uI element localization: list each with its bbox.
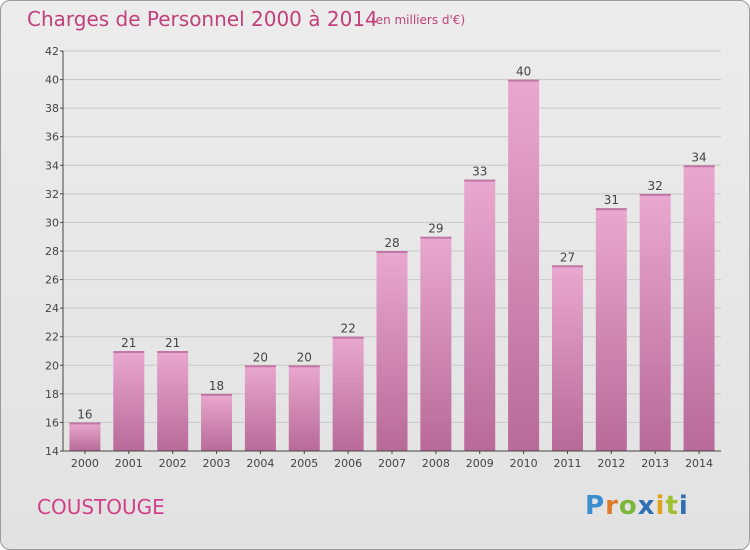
bar [464,179,496,452]
bar-top-edge [332,336,364,339]
chart-subtitle: (en milliers d'€) [371,13,466,27]
y-tick-label: 36 [45,131,59,144]
bar [551,265,583,451]
x-tick-label: 2003 [203,457,231,470]
data-label: 32 [648,179,663,193]
data-label: 40 [516,65,531,79]
y-tick-label: 40 [45,74,59,87]
logo-letter: x [637,491,656,521]
data-label: 27 [560,250,575,264]
x-tick-label: 2000 [71,457,99,470]
logo-letter: i [678,491,689,521]
x-tick-label: 2006 [334,457,362,470]
bar [595,208,627,451]
bar-top-edge [157,351,189,353]
bar [639,193,671,451]
axes [60,50,721,454]
logo-letter: t [665,491,679,521]
x-tick-label: 2001 [115,457,143,470]
bar-top-edge [508,79,540,82]
x-tick-label: 2013 [641,457,669,470]
proxiti-logo: Proxiti [585,491,689,521]
data-label: 22 [340,322,355,336]
data-label: 16 [77,407,92,421]
logo-letter: r [605,491,619,521]
x-tick-label: 2008 [422,457,450,470]
y-tick-label: 26 [45,274,59,287]
bar-top-edge [551,265,583,268]
bar-top-edge [639,193,671,196]
bar [420,236,452,451]
data-label: 20 [253,350,268,364]
bar-top-edge [244,365,276,368]
data-label: 18 [209,379,224,393]
y-tick-label: 32 [45,188,59,201]
commune-name: COUSTOUGE [37,495,165,519]
bar [69,422,101,451]
logo-letter: i [655,491,666,521]
bar-top-edge [288,365,320,368]
bar-top-edge [420,236,452,239]
data-label: 34 [691,150,706,164]
bar [683,165,715,452]
logo-letter: o [618,491,638,521]
bar-top-edge [595,208,627,211]
data-label: 21 [165,336,180,350]
x-tick-label: 2011 [553,457,581,470]
x-tick-label: 2010 [510,457,538,470]
x-tick-label: 2014 [685,457,713,470]
data-label: 29 [428,222,443,236]
bar [157,351,189,451]
bar [288,365,320,451]
bar [113,351,145,451]
x-tick-label: 2004 [246,457,274,470]
y-tick-label: 14 [45,445,59,458]
bar [508,79,540,452]
y-tick-label: 22 [45,331,59,344]
y-tick-label: 16 [45,416,59,429]
data-label: 31 [604,193,619,207]
bars [69,79,715,452]
bar [376,251,408,451]
y-tick-label: 24 [45,302,59,315]
bar [244,365,276,451]
data-label: 21 [121,336,136,350]
bar-top-edge [376,251,408,253]
y-tick-label: 18 [45,388,59,401]
x-tick-label: 2009 [466,457,494,470]
logo-letter: P [585,491,606,521]
data-label: 20 [297,350,312,364]
y-tick-label: 28 [45,245,59,258]
y-tick-label: 38 [45,102,59,115]
data-label: 28 [384,236,399,250]
data-label: 33 [472,165,487,179]
bar-top-edge [69,422,101,425]
bar-top-edge [683,165,715,168]
chart-title: Charges de Personnel 2000 à 2014 [27,7,378,31]
y-tick-label: 42 [45,45,59,58]
bar-top-edge [464,179,496,182]
y-tick-label: 34 [45,159,59,172]
bar [201,393,233,451]
bar-top-edge [113,351,145,353]
bar [332,336,364,451]
x-tick-label: 2002 [159,457,187,470]
x-tick-label: 2007 [378,457,406,470]
labels: 14 16 18 20 22 24 26 28 30 32 34 36 38 40 42 16 2000 21 20… [45,45,713,470]
y-tick-label: 30 [45,216,59,229]
x-tick-label: 2012 [597,457,625,470]
x-tick-label: 2005 [290,457,318,470]
y-tick-label: 20 [45,359,59,372]
bar-top-edge [201,393,233,396]
